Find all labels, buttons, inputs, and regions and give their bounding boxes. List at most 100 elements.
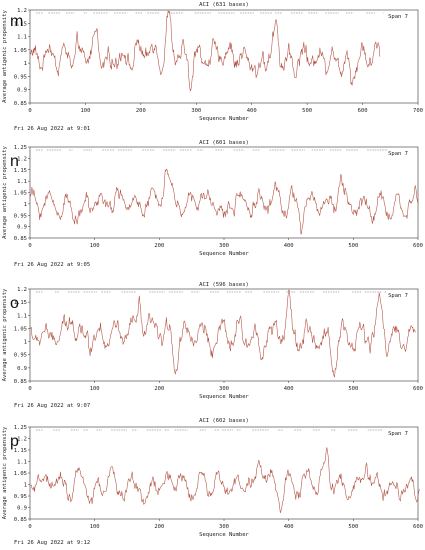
y-tick-label: 1.05 [14, 326, 27, 332]
panel-letter: n [10, 153, 19, 170]
chart-svg-o: ACI (596 bases) Span 7 o 0 100 200 300 400 500 60… [2, 282, 423, 400]
y-tick-label: 1.2 [17, 287, 27, 293]
panel-letter: p [10, 433, 19, 450]
y-tick-label: 1.15 [14, 448, 27, 454]
y-tick-label: 1.15 [14, 300, 27, 306]
x-tick-label: 500 [348, 243, 358, 249]
span-label: Span 7 [388, 293, 408, 299]
chart-title: ACI (602 bases) [199, 418, 249, 424]
y-tick-label: 1.1 [17, 179, 27, 185]
chart-panel-o: ACI (596 bases) Span 7 o 0 100 200 300 400 500 60… [0, 278, 425, 416]
x-tick-label: 500 [348, 386, 358, 392]
x-tick-label: 300 [219, 524, 229, 530]
x-axis-label: Sequence Number [199, 532, 249, 538]
series-line [30, 289, 416, 378]
panel-letter: m [10, 13, 23, 30]
y-tick-label: 0.9 [17, 88, 27, 94]
y-axis-label: Average antigenic propensity [2, 9, 8, 102]
x-tick-label: 400 [284, 386, 294, 392]
x-tick-label: 500 [302, 108, 312, 114]
chart-title: ACI (631 bases) [199, 2, 249, 8]
y-tick-label: 0.95 [14, 353, 27, 359]
x-tick-label: 600 [358, 108, 368, 114]
series-line [30, 168, 419, 235]
y-tick-label: 1.1 [17, 35, 27, 41]
x-axis-label: Sequence Number [199, 116, 249, 122]
chart-svg-p: ACI (602 bases) Span 7 p 0 100 200 300 400 500 60… [2, 418, 423, 538]
y-tick-label: 0.85 [14, 379, 27, 385]
span-label: Span 7 [388, 431, 408, 437]
series-line [30, 10, 381, 92]
y-tick-label: 1.2 [17, 156, 27, 162]
y-tick-label: 1.2 [17, 8, 27, 14]
x-tick-label: 200 [136, 108, 146, 114]
x-tick-label: 300 [219, 386, 229, 392]
y-axis-label: Average antigenic propensity [2, 145, 8, 238]
x-tick-label: 600 [413, 386, 423, 392]
x-tick-label: 0 [28, 108, 31, 114]
x-tick-label: 400 [284, 524, 294, 530]
x-tick-label: 600 [413, 243, 423, 249]
x-tick-label: 400 [284, 243, 294, 249]
y-tick-label: 0.95 [14, 494, 27, 500]
y-axis-label: Average antigenic propensity [2, 288, 8, 381]
x-tick-label: 0 [28, 524, 31, 530]
y-tick-label: 0.95 [14, 74, 27, 80]
y-tick-label: 0.85 [14, 101, 27, 107]
y-tick-label: 1 [24, 483, 27, 489]
chart-panel-m: ACI (631 bases) Span 7 m 0 100 200 300 400 500 60… [0, 0, 425, 138]
y-tick-label: 0.85 [14, 236, 27, 242]
y-tick-label: 1.25 [14, 145, 27, 151]
chart-title: ACI (601 bases) [199, 140, 249, 146]
y-tick-label: 1 [24, 340, 27, 346]
y-tick-label: 1.15 [14, 21, 27, 27]
x-tick-label: 500 [348, 524, 358, 530]
series-line [30, 447, 420, 513]
plot-frame [29, 426, 419, 520]
y-tick-label: 1 [24, 202, 27, 208]
y-tick-label: 1.1 [17, 313, 27, 319]
y-tick-label: 1.15 [14, 168, 27, 174]
x-tick-label: 100 [80, 108, 90, 114]
x-tick-label: 700 [413, 108, 423, 114]
y-tick-label: 1.05 [14, 191, 27, 197]
y-axis-label: Average antigenic propensity [2, 426, 8, 519]
y-tick-label: 1.25 [14, 425, 27, 431]
span-label: Span 7 [388, 151, 408, 157]
y-tick-label: 0.9 [17, 506, 27, 512]
y-tick-label: 0.9 [17, 366, 27, 372]
x-tick-label: 200 [154, 524, 164, 530]
plot-frame [29, 146, 419, 239]
panel-letter: o [10, 295, 19, 312]
y-tick-label: 0.95 [14, 213, 27, 219]
y-tick-label: 1.1 [17, 460, 27, 466]
date-label-o: Fri 26 Aug 2022 at 9:07 [14, 403, 91, 409]
plot-frame [29, 9, 419, 104]
y-tick-label: 1.05 [14, 48, 27, 54]
x-tick-label: 0 [28, 386, 31, 392]
chart-title: ACI (596 bases) [199, 282, 249, 288]
chart-panel-n: ACI (601 bases) Span 7 n 0 100 200 300 400 500 60… [0, 138, 425, 274]
x-tick-label: 200 [154, 243, 164, 249]
date-label-m: Fri 26 Aug 2022 at 9:01 [14, 126, 91, 132]
date-label-n: Fri 26 Aug 2022 at 9:05 [14, 262, 91, 268]
x-tick-label: 300 [191, 108, 201, 114]
x-tick-label: 0 [28, 243, 31, 249]
x-axis-label: Sequence Number [199, 394, 249, 400]
chart-panel-p: ACI (602 bases) Span 7 p 0 100 200 300 400 500 60… [0, 414, 425, 550]
y-tick-label: 1.05 [14, 471, 27, 477]
chart-svg-m: ACI (631 bases) Span 7 m 0 100 200 300 400 500 60… [2, 2, 423, 122]
x-tick-label: 100 [90, 524, 100, 530]
x-tick-label: 100 [90, 386, 100, 392]
x-tick-label: 300 [219, 243, 229, 249]
x-tick-label: 200 [154, 386, 164, 392]
x-tick-label: 600 [413, 524, 423, 530]
y-tick-label: 1 [24, 61, 27, 67]
span-label: Span 7 [388, 14, 408, 20]
x-tick-label: 100 [90, 243, 100, 249]
chart-svg-n: ACI (601 bases) Span 7 n 0 100 200 300 400 500 60… [2, 140, 423, 257]
date-label-p: Fri 26 Aug 2022 at 9:12 [14, 540, 91, 546]
x-tick-label: 400 [247, 108, 257, 114]
y-tick-label: 0.85 [14, 517, 27, 523]
y-tick-label: 1.2 [17, 437, 27, 443]
